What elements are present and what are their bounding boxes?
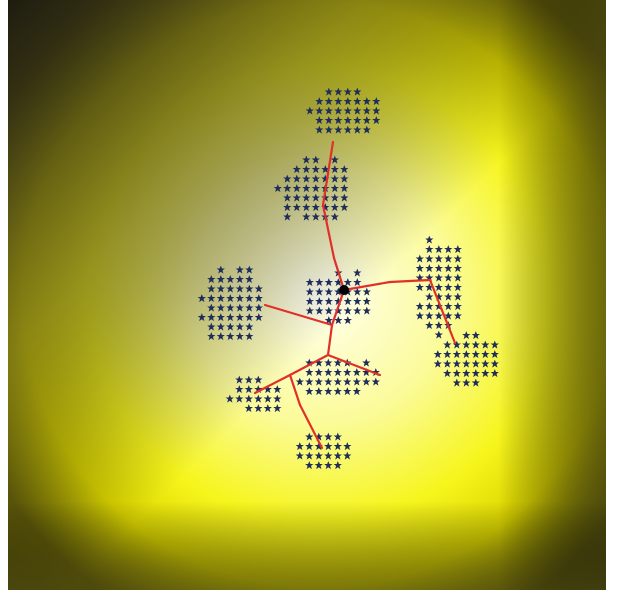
tree-edge [332,256,346,292]
tree-edge [298,403,324,450]
tree-edge [326,353,382,377]
tree-root-node [339,285,349,295]
tree-edge [253,373,292,395]
tree-edge [263,303,334,327]
tree-edge [321,203,336,260]
tree-edge [326,323,334,357]
tree-edge [288,353,330,377]
tree-edge [288,373,302,407]
tree-edge [342,280,392,292]
heat-field-bottom-edge [8,0,606,590]
tree-edge [330,288,346,327]
tree-edge [388,278,432,284]
tree-edge [428,278,457,345]
tree-edge-layer [253,140,457,450]
tree-edge [321,140,335,207]
tree-root-layer [339,285,349,295]
